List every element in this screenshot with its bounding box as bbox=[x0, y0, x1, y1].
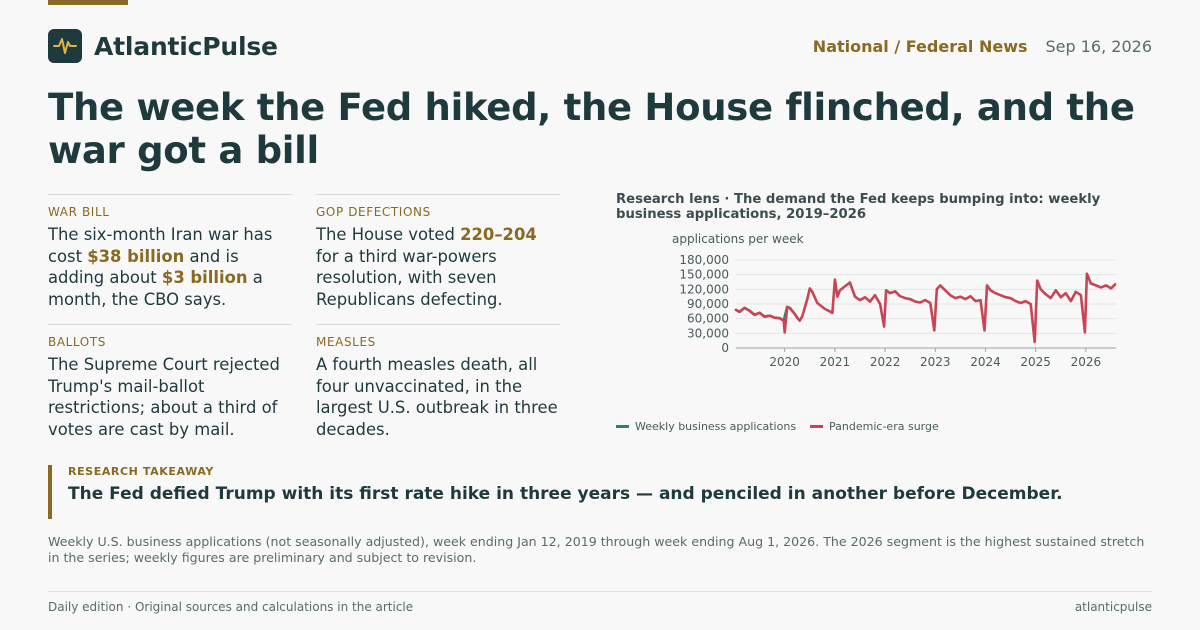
y-tick-label: 90,000 bbox=[687, 297, 729, 311]
y-tick-label: 60,000 bbox=[687, 312, 729, 326]
brief-war-bill: WAR BILL The six-month Iran war has cost… bbox=[48, 194, 292, 310]
x-tick-label: 2023 bbox=[920, 355, 951, 369]
brand-name[interactable]: AtlanticPulse bbox=[94, 31, 278, 61]
legend-item: Pandemic-era surge bbox=[810, 420, 939, 433]
x-tick-label: 2022 bbox=[870, 355, 901, 369]
footer-divider bbox=[48, 591, 1152, 592]
y-tick-label: 150,000 bbox=[679, 268, 729, 282]
research-takeaway: RESEARCH TAKEAWAY The Fed defied Trump w… bbox=[48, 465, 1152, 519]
brief-text: The six-month Iran war has cost $38 bill… bbox=[48, 225, 273, 309]
y-tick-label: 180,000 bbox=[679, 253, 729, 267]
x-tick-label: 2021 bbox=[820, 355, 851, 369]
series-line bbox=[734, 272, 1117, 344]
accent-bar bbox=[48, 0, 128, 5]
brief-kicker: BALLOTS bbox=[48, 335, 106, 349]
legend-swatch bbox=[810, 425, 824, 428]
legend-label: Pandemic-era surge bbox=[829, 420, 939, 433]
takeaway-text: The Fed defied Trump with its first rate… bbox=[68, 484, 1063, 504]
brief-text: The Supreme Court rejected Trump's mail-… bbox=[48, 355, 280, 439]
y-tick-label: 0 bbox=[721, 341, 729, 355]
y-tick-label: 120,000 bbox=[679, 282, 729, 296]
x-tick-label: 2024 bbox=[970, 355, 1001, 369]
footer-site-link[interactable]: atlanticpulse bbox=[1074, 600, 1152, 614]
chart-y-axis-label: applications per week bbox=[672, 232, 804, 246]
chart-footnote: Weekly U.S. business applications (not s… bbox=[48, 534, 1145, 565]
takeaway-kicker: RESEARCH TAKEAWAY bbox=[68, 465, 214, 478]
legend-item: Weekly business applications bbox=[616, 420, 796, 433]
publish-date: Sep 16, 2026 bbox=[1045, 36, 1153, 56]
brief-kicker: WAR BILL bbox=[48, 205, 110, 219]
highlight-value: 220–204 bbox=[460, 225, 537, 244]
x-tick-label: 2025 bbox=[1020, 355, 1051, 369]
site-header: AtlanticPulse National / Federal News Se… bbox=[48, 28, 1152, 64]
brief-kicker: MEASLES bbox=[316, 335, 376, 349]
highlight-value: $38 billion bbox=[87, 246, 185, 266]
headline: The week the Fed hiked, the House flinch… bbox=[48, 86, 1135, 172]
legend-swatch bbox=[616, 425, 629, 428]
brief-text: A fourth measles death, all four unvacci… bbox=[316, 355, 558, 439]
x-tick-label: 2026 bbox=[1071, 355, 1102, 369]
pulse-icon[interactable] bbox=[48, 29, 82, 63]
footer-edition-note: Daily edition · Original sources and cal… bbox=[48, 600, 414, 614]
highlight-value: $3 billion bbox=[161, 268, 248, 288]
brief-text: The House voted 220–204 for a third war-… bbox=[316, 225, 537, 309]
y-tick-label: 30,000 bbox=[687, 326, 729, 340]
brief-kicker: GOP DEFECTIONS bbox=[316, 205, 431, 219]
brief-ballots: BALLOTS The Supreme Court rejected Trump… bbox=[48, 324, 292, 440]
line-chart: 030,00060,00090,000120,000150,000180,000… bbox=[679, 253, 1117, 369]
chart-panel: Research lens · The demand the Fed keeps… bbox=[616, 192, 1152, 433]
brief-measles: MEASLES A fourth measles death, all four… bbox=[316, 324, 560, 440]
section-link[interactable]: National / Federal News bbox=[812, 36, 1028, 56]
chart-title: Research lens · The demand the Fed keeps… bbox=[616, 192, 1101, 222]
brief-gop-defections: GOP DEFECTIONS The House voted 220–204 f… bbox=[316, 194, 560, 310]
x-tick-label: 2020 bbox=[769, 355, 800, 369]
legend-label: Weekly business applications bbox=[635, 420, 797, 433]
chart-legend: Weekly business applications Pandemic-er… bbox=[616, 420, 939, 433]
